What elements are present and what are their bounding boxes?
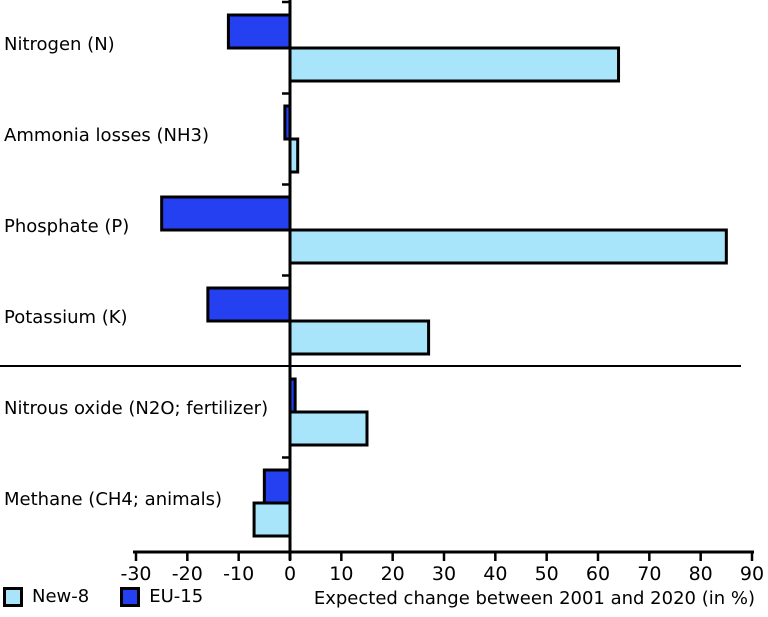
x-tick-label-70: 70 [637, 563, 661, 585]
category-label-nitrogen-n: Nitrogen (N) [4, 34, 115, 55]
legend: New-8 EU-15 [3, 586, 203, 607]
bar-new-8-potassium-k [288, 319, 431, 356]
bar-eu-15-phosphate-p [160, 195, 292, 232]
x-tick-label-60: 60 [586, 563, 610, 585]
bar-eu-15-nitrogen-n [226, 13, 292, 50]
category-label-potassium-k: Potassium (K) [4, 307, 128, 328]
category-label-ammonia-losses-nh3: Ammonia losses (NH3) [4, 125, 209, 146]
x-tick-label-10: 10 [329, 563, 353, 585]
legend-label-eu15: EU-15 [149, 586, 204, 607]
bar-new-8-methane-ch4-animals [252, 501, 292, 538]
x-tick-label-20: 20 [381, 563, 405, 585]
legend-item-eu15: EU-15 [120, 586, 203, 607]
x-tick-label--20: -20 [172, 563, 203, 585]
legend-item-new8: New-8 [3, 586, 89, 607]
x-tick-label--10: -10 [223, 563, 254, 585]
bar-eu-15-potassium-k [206, 286, 292, 323]
legend-label-new8: New-8 [32, 586, 90, 607]
x-axis-label: Expected change between 2001 and 2020 (i… [313, 588, 755, 609]
x-tick-label-0: 0 [284, 563, 296, 585]
x-tick-label-40: 40 [483, 563, 507, 585]
category-label-methane-ch4-animals: Methane (CH4; animals) [4, 489, 222, 510]
legend-swatch-new8-icon [3, 586, 23, 607]
bar-new-8-nitrous-oxide-n2o-fertilizer [288, 410, 369, 447]
x-tick-label-50: 50 [535, 563, 559, 585]
bar-new-8-nitrogen-n [288, 46, 621, 83]
x-tick-label-90: 90 [740, 563, 764, 585]
x-tick-label-80: 80 [689, 563, 713, 585]
bar-new-8-phosphate-p [288, 228, 728, 265]
category-label-phosphate-p: Phosphate (P) [4, 216, 129, 237]
category-label-nitrous-oxide-n2o-fertilizer: Nitrous oxide (N2O; fertilizer) [4, 398, 268, 419]
legend-swatch-eu15-icon [120, 586, 141, 607]
x-tick-label--30: -30 [120, 563, 151, 585]
bar-eu-15-methane-ch4-animals [262, 468, 292, 505]
x-tick-label-30: 30 [432, 563, 456, 585]
